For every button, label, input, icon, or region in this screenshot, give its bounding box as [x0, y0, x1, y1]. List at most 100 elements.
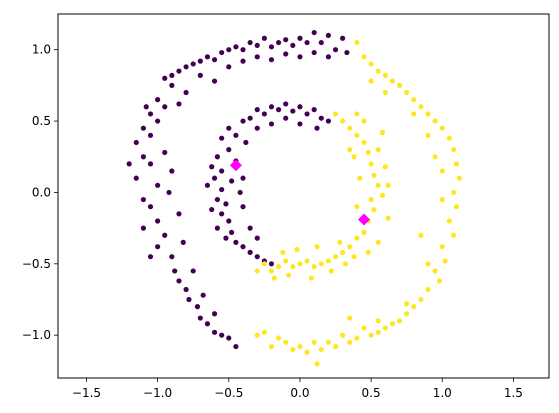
data-point	[155, 218, 161, 224]
data-point	[304, 349, 310, 355]
data-point	[347, 244, 353, 250]
data-point	[425, 132, 431, 138]
data-point	[340, 118, 346, 124]
data-point	[297, 54, 303, 60]
y-tick-label: −1.0	[22, 328, 51, 342]
data-point	[304, 258, 310, 264]
data-point	[325, 32, 332, 39]
data-point	[385, 182, 391, 188]
data-point	[169, 72, 175, 78]
data-point	[214, 196, 220, 203]
data-point	[211, 175, 218, 181]
data-point	[176, 211, 182, 217]
data-point	[354, 235, 360, 241]
data-point	[155, 118, 161, 124]
data-point	[375, 329, 381, 335]
data-point	[183, 64, 189, 70]
data-point	[169, 254, 175, 260]
data-point	[453, 161, 460, 167]
data-point	[261, 329, 267, 335]
data-point	[365, 249, 371, 255]
data-point	[368, 161, 374, 167]
data-point	[247, 225, 253, 231]
data-point	[197, 315, 203, 321]
data-point	[172, 268, 178, 274]
data-point	[268, 44, 275, 50]
data-point	[147, 111, 154, 117]
data-point	[226, 64, 232, 70]
data-point	[347, 339, 353, 345]
data-point	[411, 97, 417, 103]
data-point	[190, 61, 196, 67]
data-point	[297, 343, 303, 350]
data-point	[183, 286, 189, 293]
data-point	[351, 254, 357, 260]
data-point	[389, 321, 396, 327]
data-point	[275, 335, 282, 341]
data-point	[385, 215, 391, 221]
data-point	[342, 261, 349, 267]
data-point	[375, 68, 381, 74]
data-point	[261, 261, 267, 267]
data-point	[254, 268, 260, 274]
data-point	[347, 315, 353, 321]
data-point	[361, 229, 367, 235]
data-point	[176, 101, 182, 107]
data-point	[418, 104, 424, 110]
data-point	[325, 258, 332, 264]
data-point	[176, 278, 182, 284]
data-point	[209, 164, 215, 170]
data-point	[211, 57, 218, 63]
data-point	[233, 44, 239, 50]
data-point	[247, 249, 253, 255]
data-point	[211, 311, 218, 317]
data-point	[261, 35, 267, 41]
data-point	[368, 196, 374, 203]
y-tick-label: −0.5	[22, 257, 51, 271]
data-point	[126, 161, 132, 167]
data-point	[361, 139, 367, 146]
data-point	[368, 78, 374, 84]
data-point	[283, 51, 289, 57]
data-point	[226, 147, 232, 153]
data-point	[147, 254, 154, 260]
data-point	[318, 115, 324, 121]
data-point	[275, 107, 282, 113]
data-point	[211, 329, 218, 335]
data-point	[325, 339, 332, 345]
data-point	[354, 132, 360, 138]
data-point	[439, 196, 445, 203]
data-point	[379, 192, 386, 198]
data-point	[162, 149, 168, 156]
data-point	[328, 268, 334, 274]
plot-area	[58, 14, 549, 378]
data-point	[283, 101, 289, 107]
data-point	[425, 261, 431, 267]
data-point	[143, 104, 149, 110]
data-point	[432, 118, 438, 124]
data-point	[311, 339, 317, 345]
data-point	[311, 264, 317, 270]
data-point	[382, 164, 388, 170]
data-point	[190, 268, 196, 274]
data-point	[354, 39, 360, 46]
data-point	[432, 154, 438, 160]
data-point	[347, 147, 353, 153]
data-point	[162, 75, 168, 81]
data-point	[308, 275, 314, 281]
data-point	[186, 296, 192, 303]
data-point	[219, 135, 225, 141]
data-point	[332, 47, 339, 53]
data-point	[290, 346, 296, 353]
data-point	[371, 172, 377, 178]
data-point	[404, 89, 410, 96]
data-point	[347, 125, 353, 131]
data-point	[283, 37, 289, 43]
data-point	[147, 132, 154, 138]
data-point	[214, 225, 220, 231]
data-point	[275, 264, 282, 270]
data-point	[176, 68, 182, 74]
x-tick-label: −0.5	[214, 386, 243, 400]
data-point	[332, 111, 339, 117]
data-point	[371, 206, 377, 213]
